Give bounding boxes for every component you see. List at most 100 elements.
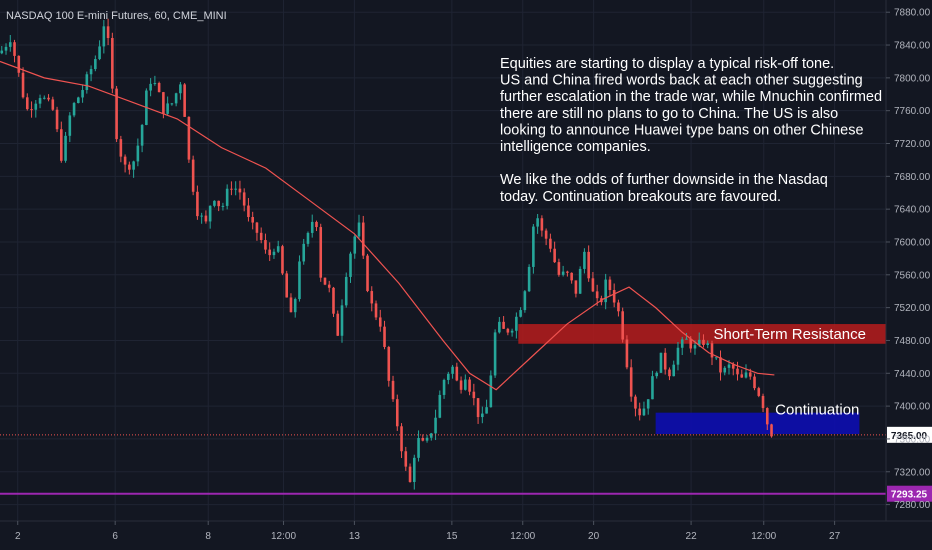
candle-body xyxy=(119,139,123,157)
grid-lines xyxy=(0,0,886,521)
time-axis[interactable]: 2 6 8 12:00 13 15 12:00 20 22 12:00 27 xyxy=(0,520,932,542)
candle-body xyxy=(153,82,157,84)
candle-body xyxy=(468,379,471,392)
resistance-zone xyxy=(518,324,886,344)
price-axis[interactable]: 7280.00 7320.00 7360.00 7400.00 7440.00 7480.… xyxy=(885,0,931,521)
candle-body xyxy=(493,332,497,376)
candle-body xyxy=(374,303,378,318)
note-line: We like the odds of further downside in … xyxy=(500,172,828,188)
candle-body xyxy=(587,251,590,279)
candle-body xyxy=(412,457,416,482)
candle-body xyxy=(625,339,629,368)
candle-body xyxy=(714,357,718,359)
candle-body xyxy=(85,74,89,91)
candle-body xyxy=(578,268,582,294)
candle-body xyxy=(719,357,722,373)
candle-body xyxy=(357,222,361,237)
candle-body xyxy=(634,396,637,409)
time-tick-label: 15 xyxy=(446,531,458,542)
candle-body xyxy=(753,376,756,389)
price-tick-label: 7840.00 xyxy=(894,41,931,52)
candle-body xyxy=(455,366,459,381)
candle-body xyxy=(183,84,186,117)
candle-body xyxy=(72,103,76,116)
candle-body xyxy=(591,278,595,292)
candle-body xyxy=(489,375,493,408)
candle-body xyxy=(327,284,331,288)
candle-body xyxy=(421,437,425,441)
candle-body xyxy=(13,42,16,56)
candle-body xyxy=(395,399,399,427)
candle-body xyxy=(447,373,450,380)
candle-body xyxy=(285,273,289,298)
candle-body xyxy=(281,246,284,274)
support-price-tag xyxy=(887,485,932,502)
candle-body xyxy=(276,246,280,252)
candle-body xyxy=(481,413,484,418)
candle-body xyxy=(676,347,680,365)
candle-body xyxy=(502,321,505,329)
candle-body xyxy=(213,200,216,206)
candle-body xyxy=(319,227,323,278)
candle-body xyxy=(651,376,654,400)
price-tick-label: 7280.00 xyxy=(894,500,931,511)
candle-body xyxy=(680,339,684,348)
candle-body xyxy=(115,88,118,140)
candle-body xyxy=(561,271,565,275)
zones-layer: Short-Term Resistance Continuation xyxy=(518,324,886,435)
candle-body xyxy=(204,215,208,222)
candle-body xyxy=(17,55,21,73)
candle-body xyxy=(519,310,522,317)
candle-body xyxy=(123,156,127,165)
candle-body xyxy=(527,266,531,292)
note-line: intelligence companies. xyxy=(500,139,651,155)
price-tick-label: 7720.00 xyxy=(894,139,931,150)
price-tick-label: 7480.00 xyxy=(894,336,931,347)
candle-body xyxy=(655,372,659,377)
candle-body xyxy=(485,407,488,414)
candle-body xyxy=(81,90,84,98)
annotation-note: Equities are starting to display a typic… xyxy=(500,56,882,205)
candle-body xyxy=(646,399,650,409)
candle-body xyxy=(77,97,80,104)
candle-body xyxy=(659,352,663,373)
candle-body xyxy=(668,369,671,377)
last-price-tag-label: 7365.00 xyxy=(891,431,928,442)
candle-body xyxy=(438,394,442,418)
candle-body xyxy=(693,345,697,349)
time-tick-label: 12:00 xyxy=(510,531,535,542)
time-tick-label: 22 xyxy=(686,531,698,542)
candle-body xyxy=(174,93,178,104)
candle-body xyxy=(43,97,46,99)
candle-body xyxy=(315,221,318,228)
candle-body xyxy=(340,305,344,336)
time-tick-label: 12:00 xyxy=(271,531,296,542)
candle-body xyxy=(60,129,63,161)
chart-title: NASDAQ 100 E-mini Futures, 60, CME_MINI xyxy=(6,10,227,22)
candle-body xyxy=(30,109,33,111)
time-tick-label: 6 xyxy=(112,531,118,542)
candle-body xyxy=(553,248,556,263)
candle-body xyxy=(55,109,59,130)
candle-body xyxy=(404,451,408,467)
candle-body xyxy=(98,46,101,60)
candle-body xyxy=(298,261,301,300)
note-line: today. Continuation breakouts are favour… xyxy=(500,189,781,205)
price-tick-label: 7880.00 xyxy=(894,8,931,19)
candle-body xyxy=(162,92,165,114)
candle-body xyxy=(506,328,510,333)
candle-body xyxy=(570,272,573,281)
note-line: Equities are starting to display a typic… xyxy=(500,56,834,72)
time-tick-label: 13 xyxy=(349,531,361,542)
time-tick-label: 27 xyxy=(829,531,841,542)
candle-body xyxy=(302,243,306,262)
candle-body xyxy=(391,380,395,400)
candle-body xyxy=(268,249,271,256)
price-tick-label: 7640.00 xyxy=(894,205,931,216)
candle-body xyxy=(225,188,229,206)
candle-body xyxy=(336,313,340,336)
candle-body xyxy=(583,251,586,269)
candle-body xyxy=(702,339,705,346)
price-tick-label: 7680.00 xyxy=(894,172,931,183)
